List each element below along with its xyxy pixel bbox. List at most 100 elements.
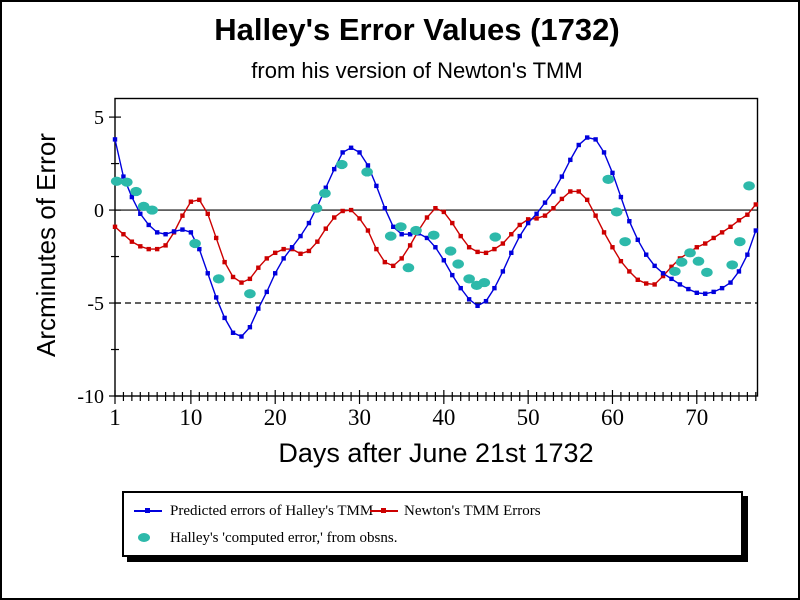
predicted-series-marker <box>576 142 581 148</box>
predicted-series-marker <box>197 246 202 252</box>
predicted-series-marker <box>492 285 497 291</box>
predicted-series-marker <box>112 137 118 142</box>
predicted-series-marker <box>551 189 556 194</box>
predicted-series-marker <box>753 228 759 233</box>
observed-point <box>733 237 746 247</box>
observed-point <box>244 289 256 299</box>
predicted-series-marker <box>256 306 261 311</box>
predicted-series-marker <box>264 289 269 295</box>
predicted-series-marker <box>669 276 674 282</box>
predicted-series-marker <box>323 185 328 190</box>
predicted-series-marker <box>306 220 312 226</box>
predicted-series-marker <box>694 290 699 296</box>
newton-series-marker <box>475 249 480 255</box>
newton-series-marker <box>576 189 581 194</box>
newton-series-marker <box>551 206 556 211</box>
observed-point <box>130 186 142 197</box>
newton-series-marker <box>391 263 396 269</box>
legend-box: Predicted errors of Halley's TMM Newton'… <box>122 491 743 557</box>
observed-point <box>384 231 397 241</box>
legend-label-observed: Halley's 'computed error,' from obsns. <box>170 530 398 546</box>
newton-series-marker <box>745 212 750 217</box>
predicted-series-marker <box>332 166 337 172</box>
observed-point <box>669 266 681 277</box>
predicted-series-marker <box>745 252 750 257</box>
predicted-series-marker <box>466 297 472 302</box>
newton-series-marker <box>374 246 379 252</box>
newton-series-marker <box>188 199 194 204</box>
newton-series-marker <box>627 269 632 274</box>
newton-series-marker <box>517 222 522 228</box>
newton-series-marker <box>399 256 404 261</box>
newton-series-marker <box>281 246 286 252</box>
predicted-series-marker <box>399 232 404 237</box>
predicted-series-marker <box>568 157 573 163</box>
newton-series-marker <box>525 217 531 222</box>
predicted-series-marker <box>230 330 236 335</box>
newton-series-marker <box>180 213 185 218</box>
newton-series-marker <box>559 196 565 202</box>
x-tick-label: 60 <box>601 405 624 430</box>
newton-series-marker <box>382 259 388 265</box>
observed-point <box>319 188 331 198</box>
predicted-series-marker <box>610 170 615 176</box>
observed-point <box>146 205 158 215</box>
observed-point <box>602 174 615 184</box>
x-tick-label: 50 <box>517 405 540 430</box>
newton-series-marker <box>542 213 548 218</box>
chart-title: Halley's Error Values (1732) <box>214 12 620 47</box>
newton-series-marker <box>635 277 640 282</box>
observed-point <box>684 248 696 258</box>
newton-series-marker <box>433 206 438 211</box>
newton-series-marker <box>298 251 303 256</box>
newton-series-marker <box>593 213 598 218</box>
predicted-series-marker <box>407 232 413 237</box>
predicted-series-marker <box>458 285 463 291</box>
newton-series-marker <box>458 233 463 239</box>
predicted-series-marker <box>374 183 379 189</box>
newton-series-marker <box>534 216 539 221</box>
predicted-series-marker <box>163 232 168 237</box>
newton-series-marker <box>736 218 742 223</box>
newton-series-marker <box>610 245 615 250</box>
newton-series-marker <box>222 259 227 265</box>
predicted-series-marker <box>719 285 725 291</box>
predicted-series-marker <box>180 227 185 232</box>
predicted-series-marker <box>298 233 303 239</box>
predicted-series-marker <box>500 269 506 274</box>
newton-series-marker <box>256 265 261 270</box>
newton-series-marker <box>239 280 244 285</box>
y-tick-label: 0 <box>94 200 104 222</box>
predicted-series-marker <box>601 150 607 155</box>
predicted-series-marker <box>525 220 531 226</box>
predicted-series-marker <box>542 200 548 205</box>
newton-series-marker <box>441 209 447 215</box>
newton-series-marker <box>273 250 278 256</box>
observed-point <box>489 232 502 242</box>
predicted-series-marker <box>171 229 177 234</box>
observed-point <box>212 274 225 284</box>
predicted-series-marker <box>728 280 733 285</box>
x-tick-label: 70 <box>685 405 708 430</box>
newton-series-marker <box>340 208 345 214</box>
x-tick-label: 1 <box>109 405 121 430</box>
observed-point <box>410 225 422 236</box>
y-tick-label: -10 <box>77 386 104 408</box>
predicted-series-marker <box>365 163 371 168</box>
newton-series-marker <box>703 241 708 246</box>
observed-point <box>395 222 407 232</box>
predicted-series-marker <box>559 174 565 179</box>
newton-series-marker <box>644 281 649 286</box>
predicted-series-marker <box>222 315 227 321</box>
newton-series-marker <box>466 245 472 250</box>
newton-series-marker <box>323 226 328 231</box>
observed-point <box>310 203 323 213</box>
newton-series-marker <box>197 197 202 203</box>
predicted-series-marker <box>357 150 362 155</box>
newton-series-marker <box>424 215 430 220</box>
observed-series-swatch-dot <box>138 533 150 542</box>
newton-series-marker <box>660 273 666 279</box>
x-axis-title: Days after June 21st 1732 <box>278 438 594 468</box>
newton-series-marker <box>669 264 674 269</box>
